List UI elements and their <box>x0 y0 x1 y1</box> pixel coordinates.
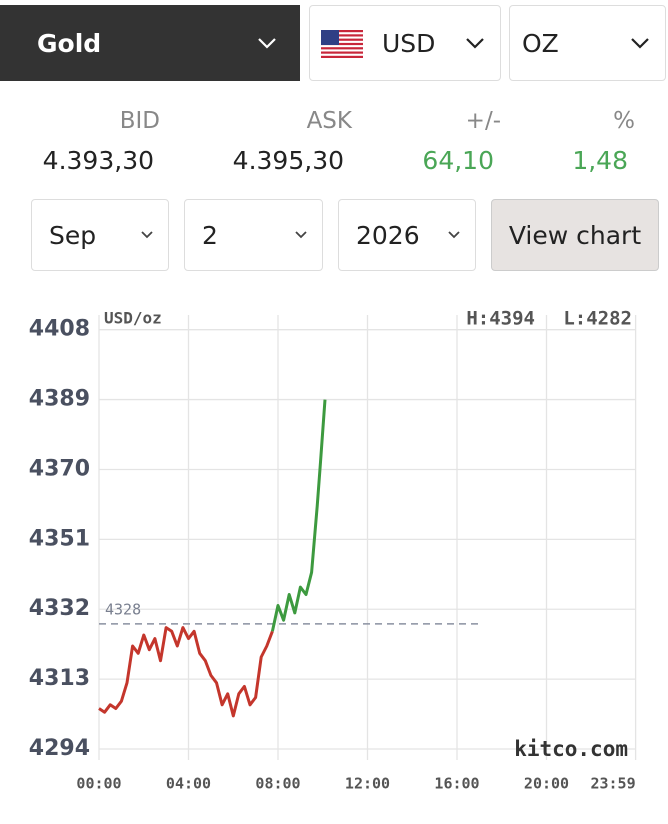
x-tick-label: 00:00 <box>76 775 121 793</box>
chevron <box>631 38 649 49</box>
x-tick-label: 16:00 <box>434 775 479 793</box>
x-tick-label: 20:00 <box>524 775 569 793</box>
y-tick-label: 4408 <box>29 317 90 342</box>
high-label: H:4394 <box>466 308 535 330</box>
year-select[interactable]: 2026 <box>338 199 476 271</box>
chevron <box>141 231 153 239</box>
ask-value: 4.395,30 <box>232 146 344 175</box>
unit: OZ <box>522 28 559 58</box>
month-select[interactable]: Sep <box>31 199 169 271</box>
price-line <box>270 399 327 632</box>
y-tick-label: 4370 <box>29 456 90 481</box>
change-header: +/- <box>465 108 501 134</box>
percent-header: % <box>613 108 635 134</box>
bid-value: 4.393,30 <box>42 146 154 175</box>
y-tick-label: 4294 <box>29 736 90 761</box>
low-label: L:4282 <box>563 308 632 330</box>
year: 2026 <box>356 220 420 250</box>
x-tick-label: 08:00 <box>255 775 300 793</box>
bid-header: BID <box>119 108 160 134</box>
y-tick-label: 4351 <box>29 526 90 551</box>
metal-select[interactable]: Gold <box>0 5 300 81</box>
percent-value: 1,48 <box>572 146 628 175</box>
button-label: View chart <box>508 220 642 250</box>
chevron <box>448 231 460 239</box>
y-tick-label: 4332 <box>29 596 90 621</box>
unit-select[interactable]: OZ <box>509 5 666 81</box>
chevron <box>258 38 276 49</box>
x-tick-label: 12:00 <box>345 775 390 793</box>
view-chart-button[interactable]: View chart <box>491 199 659 271</box>
ask-header: ASK <box>306 108 352 134</box>
y-tick-label: 4389 <box>29 387 90 412</box>
change-value: 64,10 <box>422 146 494 175</box>
metal: Gold <box>37 28 102 58</box>
chevron <box>466 38 484 49</box>
watermark: kitco.com <box>514 737 628 761</box>
unit-label: USD/oz <box>104 309 162 328</box>
y-tick-label: 4313 <box>29 666 90 691</box>
price-line <box>98 626 274 718</box>
x-tick-label: 04:00 <box>166 775 211 793</box>
day: 2 <box>202 220 218 250</box>
currency: USD <box>382 28 436 58</box>
x-tick-label: 23:59 <box>590 775 635 793</box>
reference-label: 4328 <box>105 600 141 618</box>
chevron <box>295 231 307 239</box>
month: Sep <box>49 220 97 250</box>
us-flag <box>321 30 363 58</box>
day-select[interactable]: 2 <box>184 199 323 271</box>
currency-select[interactable]: USD <box>309 5 501 81</box>
